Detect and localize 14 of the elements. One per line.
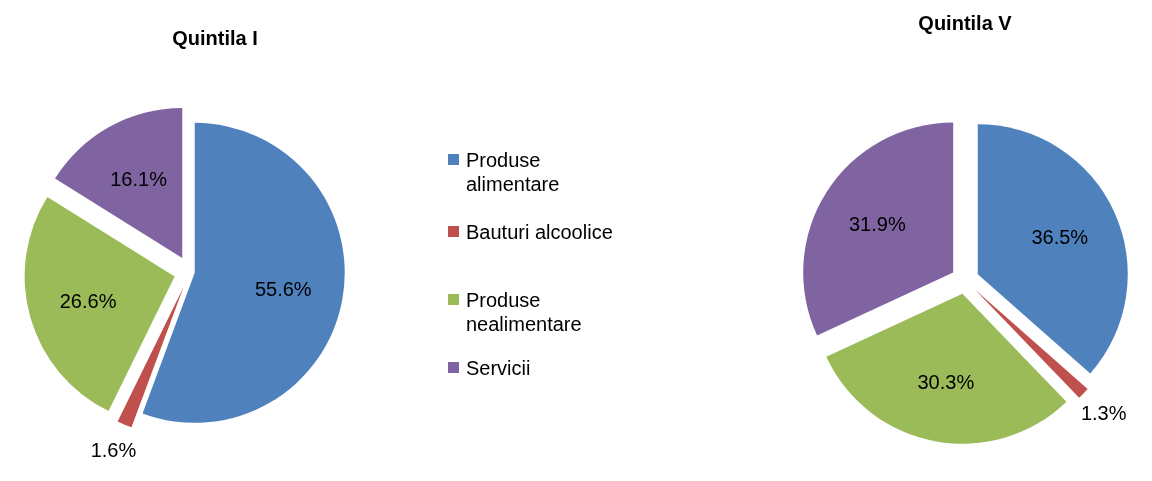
legend-label: Produse alimentare [466, 149, 560, 195]
data-label: 26.6% [59, 290, 117, 313]
data-label: 31.9% [849, 213, 906, 235]
data-label: 1.3% [1080, 401, 1127, 424]
legend-label: Produse nealimentare [466, 289, 582, 335]
legend-label: Bauturi alcoolice [466, 221, 613, 243]
legend-label: Servicii [466, 357, 531, 379]
data-label: 30.3% [917, 371, 975, 394]
data-label: 55.6% [254, 277, 312, 300]
chart-title: Quintila V [918, 12, 1013, 34]
data-label: 1.6% [90, 439, 137, 462]
data-label: 16.1% [110, 168, 168, 191]
chart-title: Quintila I [172, 27, 258, 49]
data-label: 36.5% [1031, 226, 1089, 249]
